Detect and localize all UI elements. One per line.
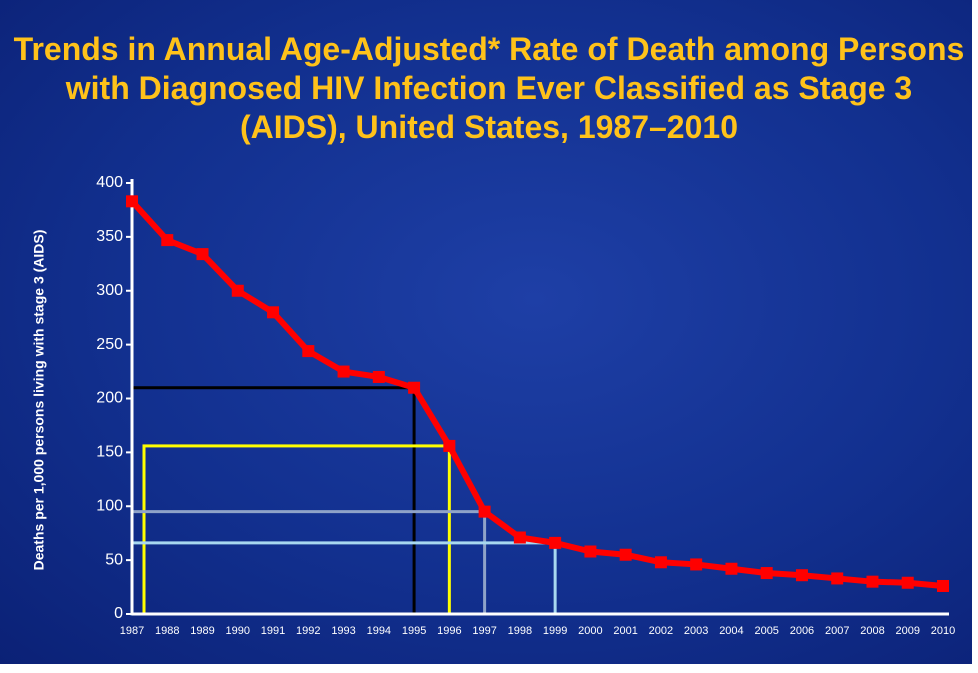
x-tick-label: 1997 [472,625,496,637]
y-tick-label: 200 [96,390,123,407]
x-tick-label: 2000 [578,625,602,637]
x-tick-label: 2005 [754,625,778,637]
x-tick-label: 2003 [684,625,708,637]
x-tick-label: 1989 [190,625,214,637]
data-point [478,505,491,518]
x-tick-label: 1996 [437,625,461,637]
y-tick-label: 0 [114,605,123,622]
data-point [196,248,209,261]
data-point [513,531,526,544]
x-tick-label: 1999 [543,625,567,637]
data-point [549,536,562,549]
data-point [443,439,456,452]
x-tick-label: 1993 [331,625,355,637]
y-tick-label: 400 [96,174,123,191]
x-tick-label: 2006 [790,625,814,637]
x-tick-label: 2004 [719,625,743,637]
highlight-box [130,541,557,616]
x-tick-label: 1992 [296,625,320,637]
x-tick-label: 1991 [261,625,285,637]
chart-title: Trends in Annual Age-Adjusted* Rate of D… [13,31,965,145]
y-tick-label: 100 [96,497,123,514]
x-tick-label: 2010 [931,625,955,637]
y-axis-label: Deaths per 1,000 persons living with sta… [31,230,47,571]
y-tick-label: 300 [96,282,123,299]
data-line [129,199,944,589]
data-point [267,306,280,319]
data-point [795,569,808,582]
y-tick-label: 50 [105,551,123,568]
data-point [690,558,703,571]
data-point [372,370,385,383]
x-tick-label: 1987 [120,625,144,637]
highlight-box [130,510,487,616]
data-point [866,575,879,588]
data-point [760,567,773,580]
data-point [161,234,174,247]
data-point [831,572,844,585]
data-point [901,576,914,589]
data-point [337,365,350,378]
x-tick-label: 2008 [860,625,884,637]
x-tick-label: 2002 [649,625,673,637]
y-tick-label: 350 [96,228,123,245]
data-point [619,548,632,561]
data-point [302,345,315,358]
y-tick-label: 150 [96,444,123,461]
x-tick-label: 1990 [226,625,250,637]
data-point [584,545,597,558]
data-point [408,381,421,394]
x-tick-label: 2009 [895,625,919,637]
x-tick-label: 2007 [825,625,849,637]
x-tick-label: 1988 [155,625,179,637]
data-point [126,195,138,208]
data-point [937,579,949,592]
x-tick-label: 1994 [367,625,391,637]
data-point [725,562,738,575]
x-tick-label: 1998 [508,625,532,637]
data-point [231,284,244,297]
x-tick-label: 2001 [613,625,637,637]
highlight-box [130,386,416,616]
highlight-box [142,444,451,616]
data-point [654,556,667,569]
x-tick-label: 1995 [402,625,426,637]
y-tick-label: 250 [96,336,123,353]
